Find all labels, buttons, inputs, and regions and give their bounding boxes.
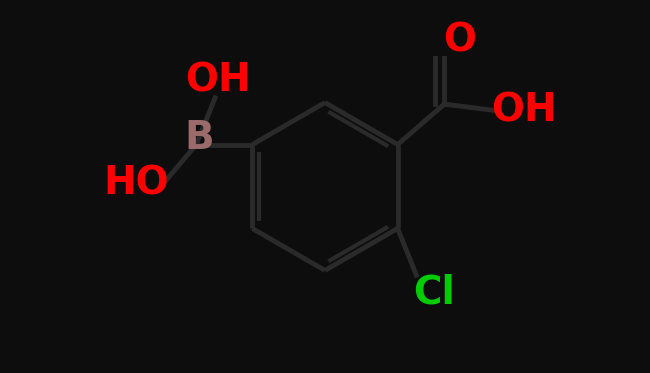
Text: Cl: Cl [413,273,454,311]
Text: HO: HO [103,165,169,203]
Text: O: O [443,21,476,59]
Text: B: B [185,119,215,157]
Text: OH: OH [185,62,251,100]
Text: OH: OH [491,91,556,129]
